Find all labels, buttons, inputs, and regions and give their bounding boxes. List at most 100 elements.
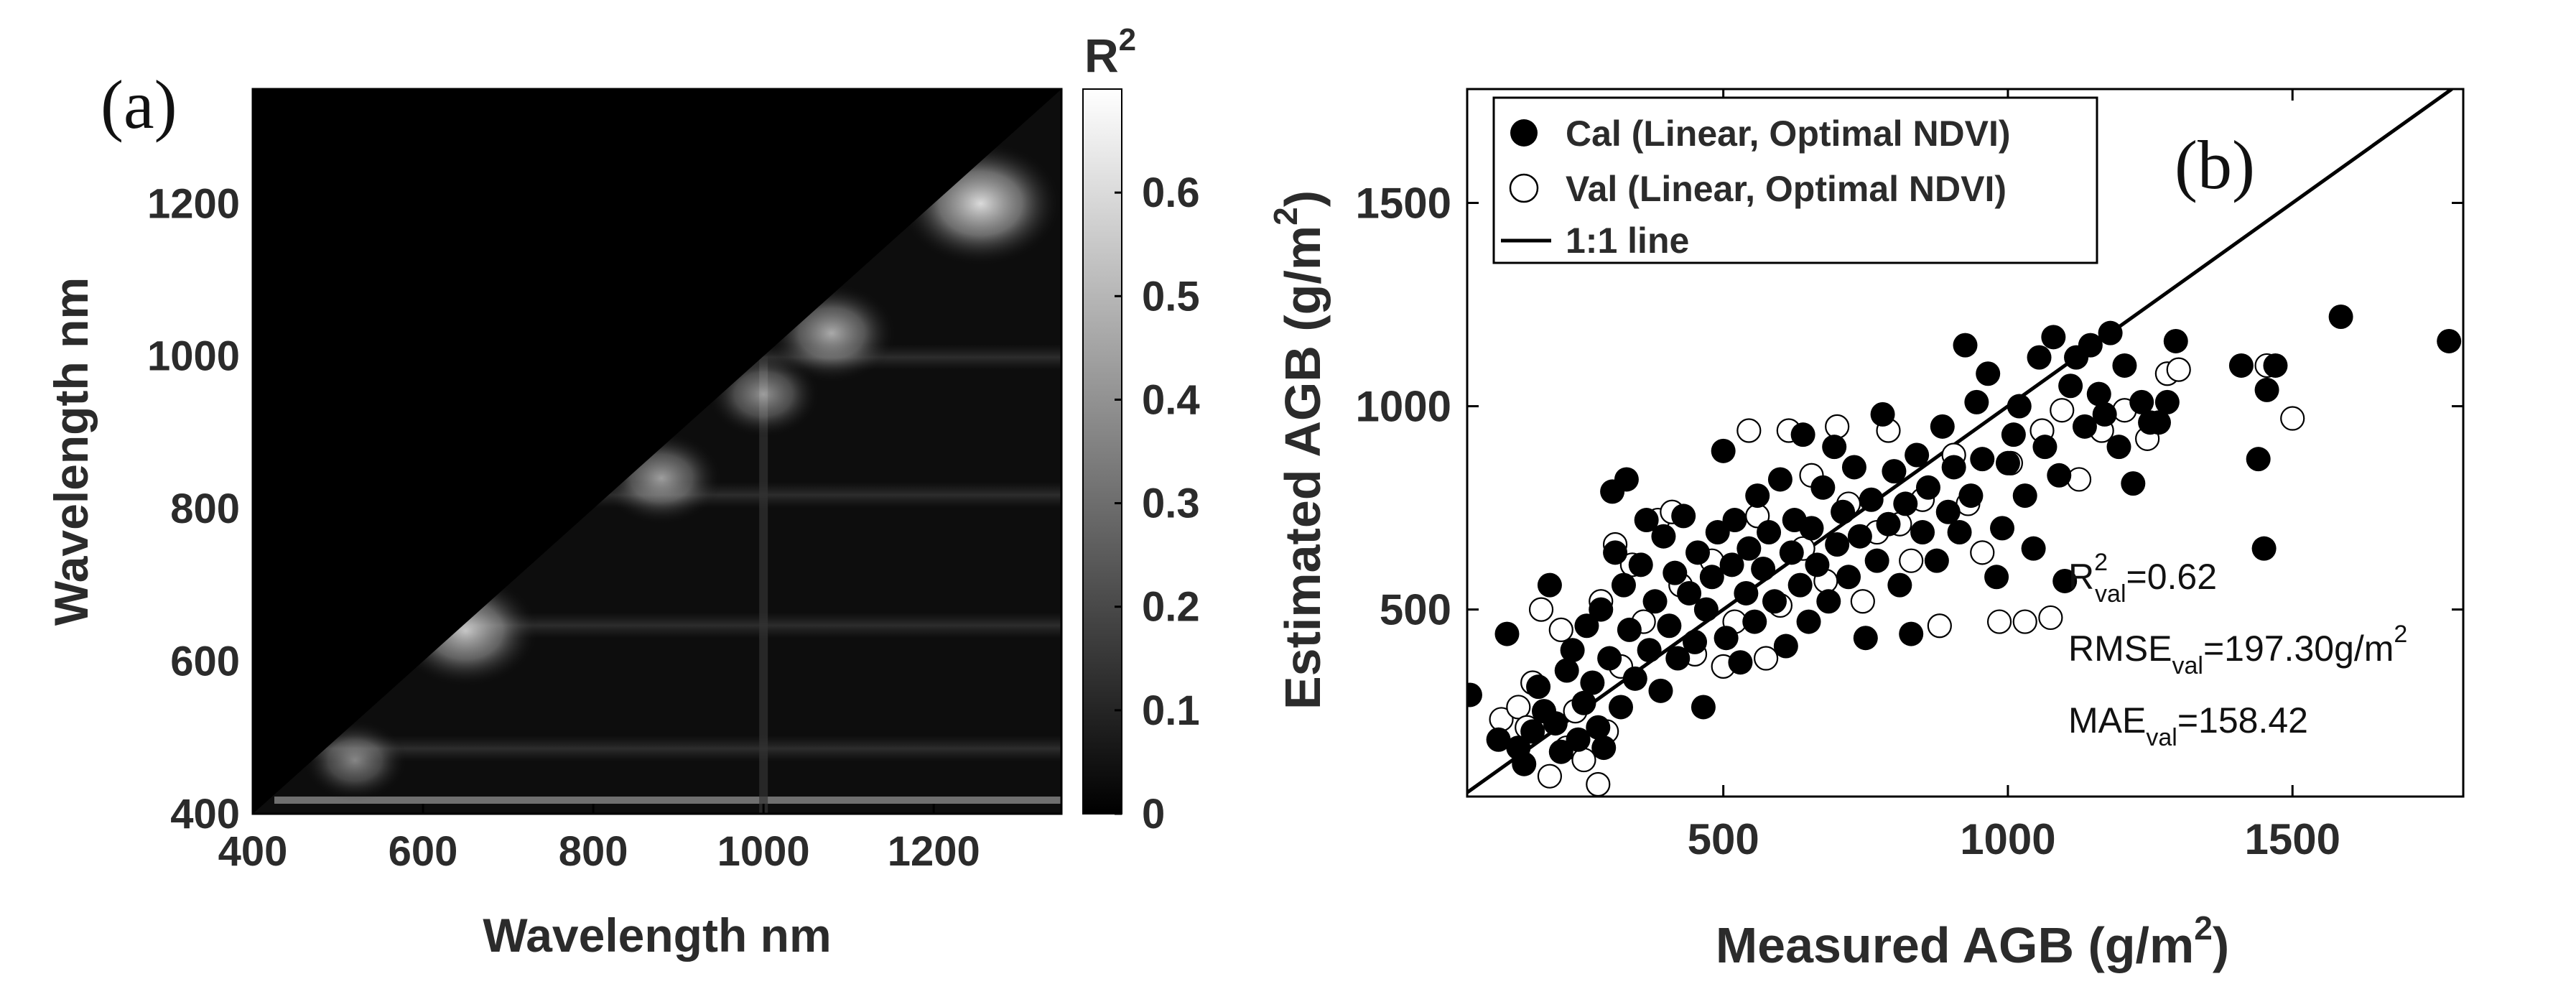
heatmap-y-tick-label: 1200 [147,180,240,227]
stat-rmse-value: =197.30g/m [2203,628,2394,669]
colorbar-title: R2 [1084,22,1136,82]
cal-point [1941,455,1966,480]
cal-point [1995,450,2020,475]
scatter-y-label-sup: 2 [1267,207,1304,226]
cal-point [2058,373,2083,399]
heatmap-area [253,89,1061,814]
cal-point [1597,646,1622,671]
scatter-y-label-close: ) [1275,190,1331,207]
cal-point [2086,381,2111,407]
cal-point [1589,597,1614,622]
val-point [1506,695,1531,720]
cal-point [1711,438,1736,463]
cal-point [2228,353,2254,378]
heatmap-y-label: Wavelength nm [45,277,98,626]
cal-point [1537,572,1562,598]
heatmap-x-tick-label: 400 [218,828,288,875]
cal-point [1799,516,1824,541]
cal-point [1591,735,1617,761]
stat-rmse-sub: val [2172,652,2203,679]
cal-point [1617,617,1642,642]
scatter-x-tick-label: 500 [1688,815,1759,863]
cal-point [1642,589,1668,614]
cal-point [1628,552,1653,577]
val-point [2038,605,2063,631]
val-point [1736,418,1762,443]
scatter-panel: 500 1000 1500 500 1000 1500 Measured AGB (g/… [1267,88,2465,973]
heatmap-frame [251,88,1063,815]
cal-point [2092,402,2117,427]
cal-point [2121,471,2146,496]
cal-point [1825,532,1850,557]
cal-point [1571,690,1596,715]
cal-point [1964,389,1989,414]
stat-r2-sup: 2 [2094,549,2108,576]
cal-point [1736,536,1762,561]
cal-point [1554,658,1579,683]
cal-point [1790,422,1815,447]
cal-point [2112,353,2137,378]
stat-mae-value: =158.42 [2177,700,2308,741]
heatmap-y-tick-label: 800 [170,486,240,532]
scatter-x-label-text: Measured AGB [1716,917,2074,973]
cal-point [1543,711,1568,736]
cal-point [1734,580,1759,605]
cal-point [1805,552,1830,577]
val-point [2066,467,2092,492]
cal-point [2007,394,2032,419]
colorbar-tick-label: 0.5 [1142,273,1200,320]
cal-point [1722,508,1747,533]
panel-a-label: (a) [101,66,177,143]
cal-point [1548,739,1573,764]
cal-point [1742,609,1767,634]
stat-r2-value: =0.62 [2126,557,2218,597]
stat-rmse-sup: 2 [2394,621,2407,648]
cal-point [1924,548,1949,573]
cal-point [1810,475,1836,500]
cal-point [1699,565,1724,590]
legend: Cal (Linear, Optimal NDVI) Val (Linear, … [1492,96,2098,264]
cal-point [1651,524,1676,549]
cal-point [1467,682,1482,707]
cal-point [1836,565,1861,590]
cal-point [1970,447,1995,472]
cal-point [1787,572,1813,598]
cal-point [2251,536,2277,561]
cal-point [1512,751,1537,776]
cal-point [1831,499,1856,524]
cal-point [2146,410,2171,435]
cal-point [2254,377,2279,402]
scatter-y-tick-label: 500 [1380,586,1451,634]
cal-point [1762,589,1787,614]
heatmap-seam [759,356,768,814]
cal-point [1622,666,1647,691]
heatmap-x-tick-label: 1200 [888,828,980,875]
stat-mae-sub: val [2146,724,2177,751]
heatmap-x-tick-label: 1000 [717,828,810,875]
cal-point [1586,715,1611,740]
cal-point [1947,520,1972,545]
colorbar: 0 0.1 0.2 0.3 0.4 0.5 0.6 R2 [1082,22,1200,837]
cal-point [1560,638,1585,663]
scatter-x-tick-label: 1500 [2244,815,2340,863]
cal-point [1693,597,1719,622]
cal-point [1870,402,1895,427]
cal-point [1910,520,1935,545]
legend-box [1492,96,2098,264]
cal-point [1958,483,1984,509]
val-point [2280,406,2305,431]
cal-point [1637,638,1662,663]
cal-point [1719,552,1744,577]
cal-point [1671,503,1696,529]
heatmap-x-ticks: 400 600 800 1000 1200 [218,804,980,875]
cal-point [1976,361,2001,386]
val-point [2166,357,2191,382]
cal-point [2047,463,2072,488]
cal-point [2021,536,2046,561]
val-point [1970,540,1995,565]
val-point [1754,646,1779,671]
cal-point [1657,613,1682,639]
cal-point [2129,389,2154,414]
scatter-y-tick-label: 1000 [1356,383,1451,431]
colorbar-tick-label: 0.2 [1142,584,1200,631]
